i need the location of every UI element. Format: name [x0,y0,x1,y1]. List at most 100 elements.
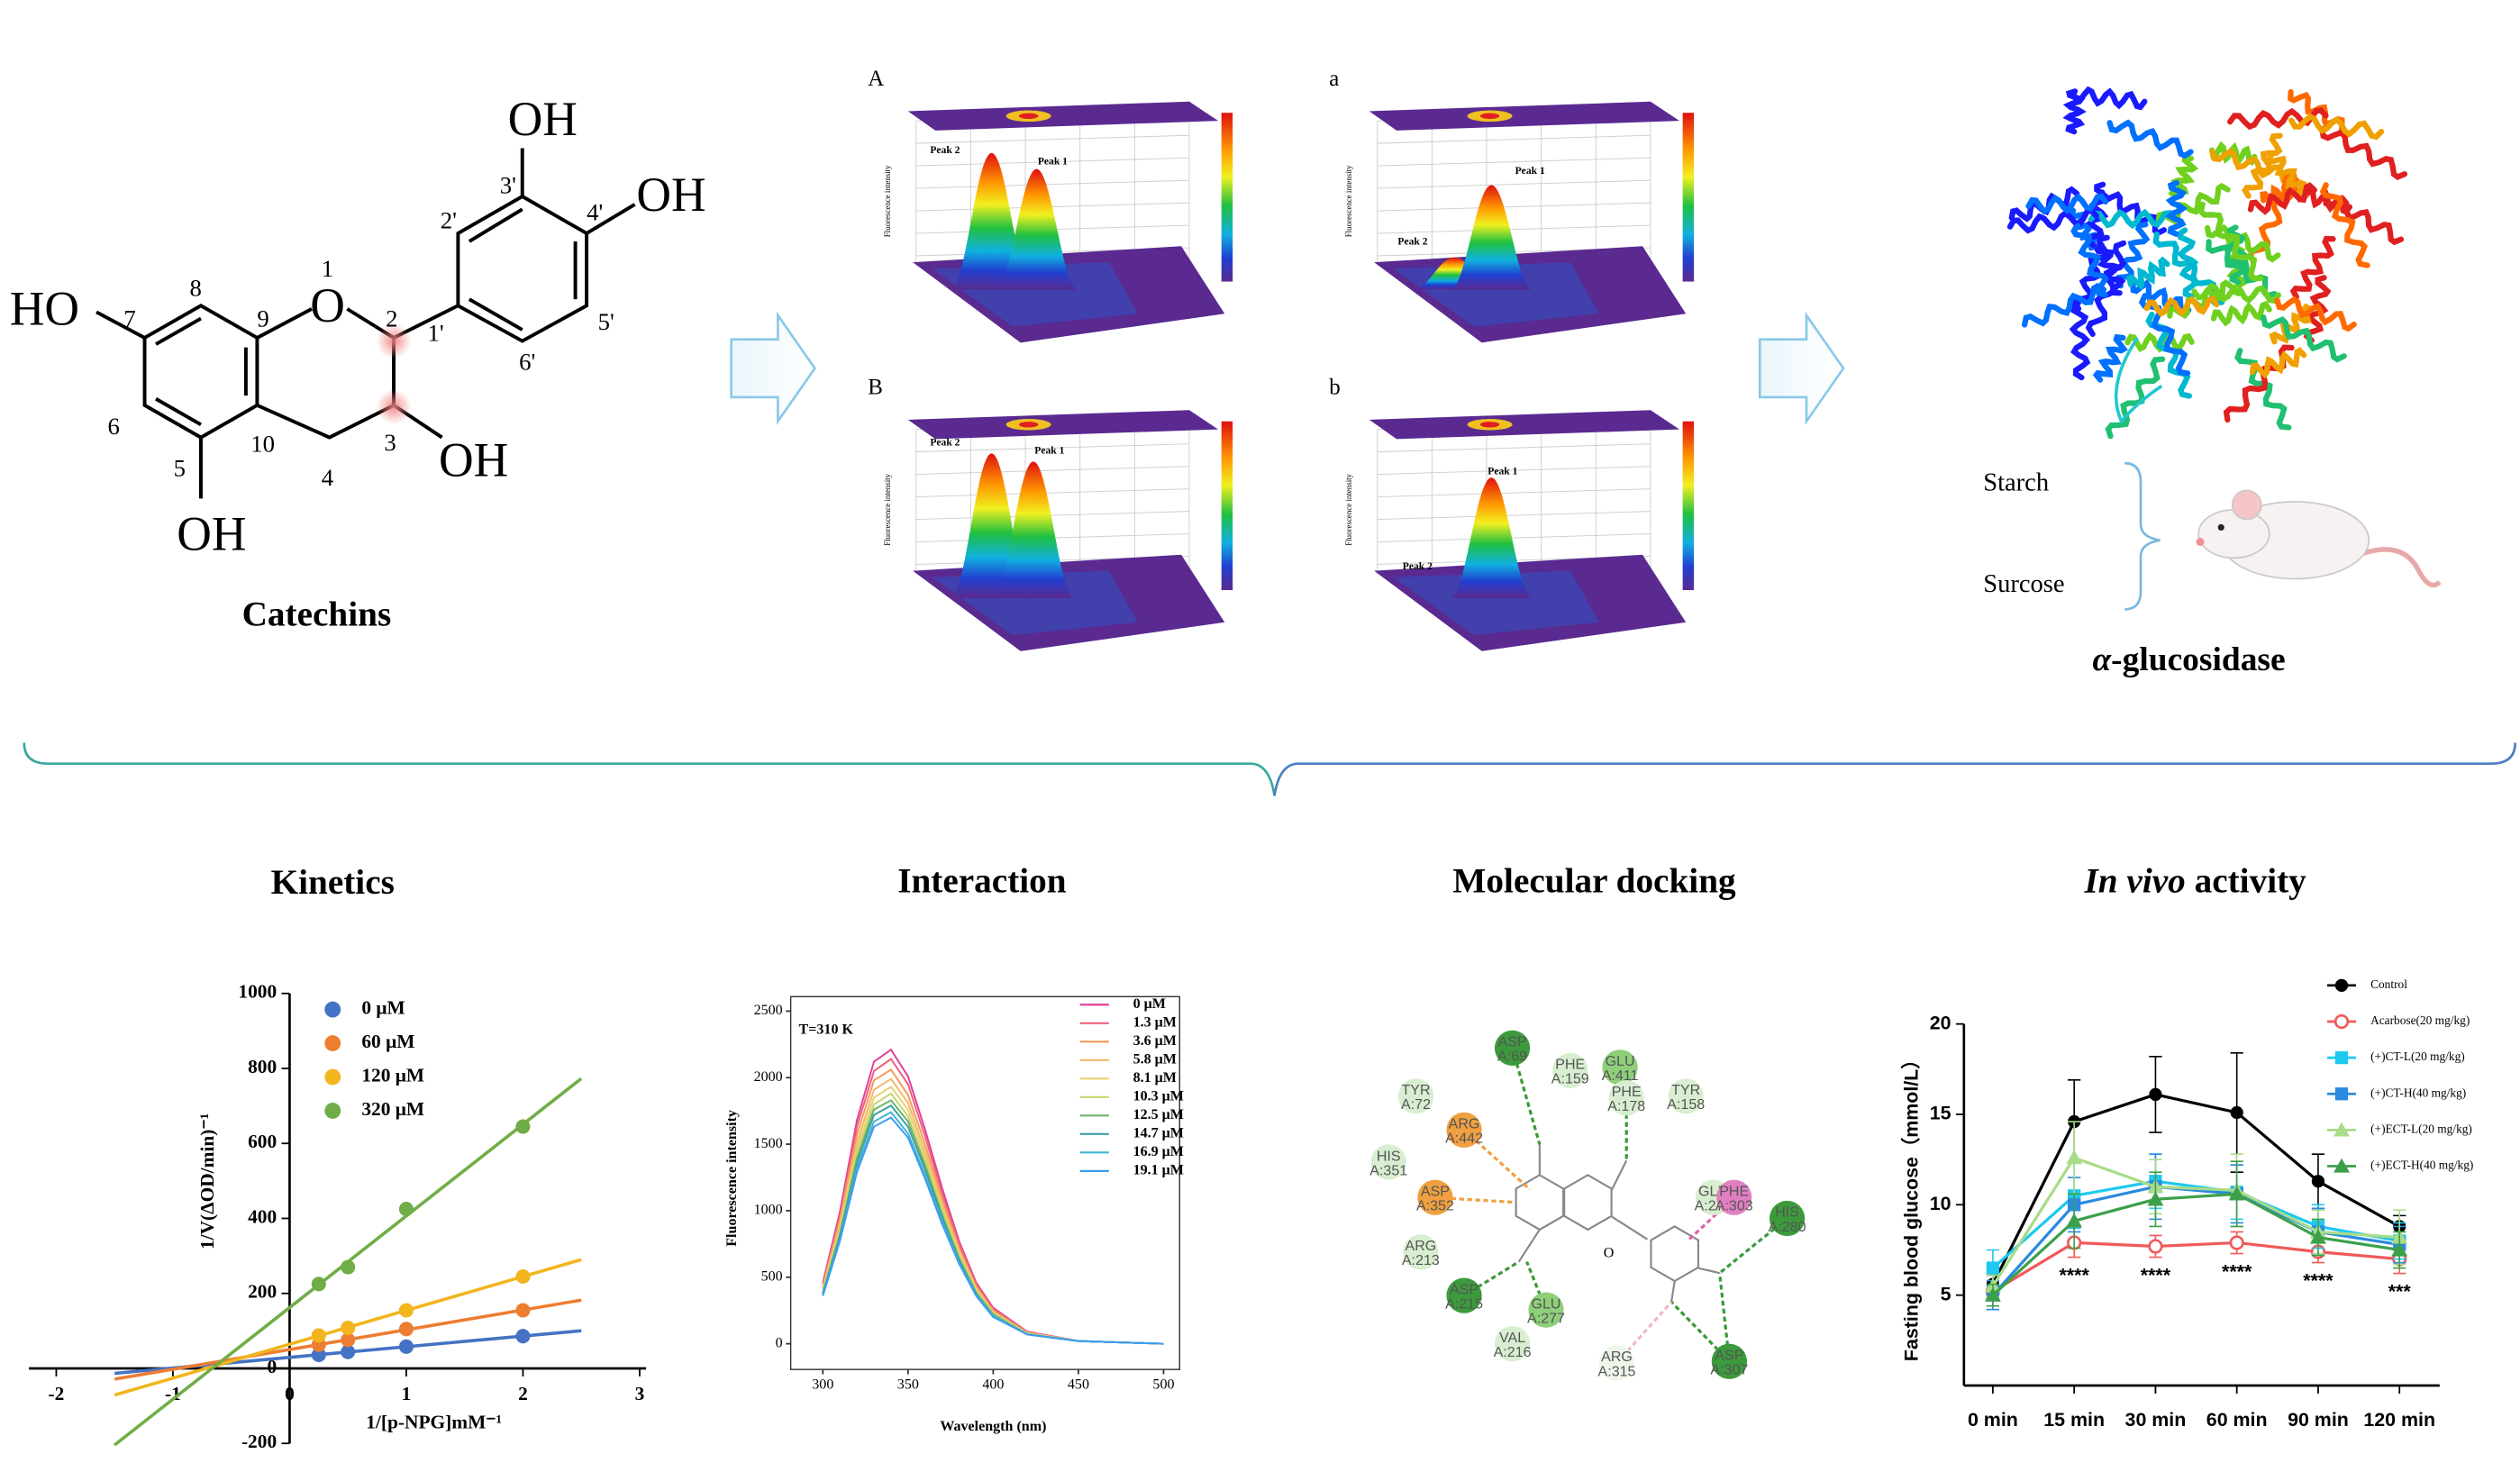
residue [1769,1200,1806,1237]
protein-structure [2006,86,2408,440]
residue [1602,1050,1638,1086]
bond [1517,1144,1720,1303]
residue [1598,1345,1635,1381]
data-point [515,1119,531,1134]
legend-marker [324,1103,341,1119]
ring [1563,1174,1613,1231]
atom-number: 1 [322,255,333,282]
residue-name: ARG [1405,1238,1436,1254]
y-tick-label: 10 [1930,1193,1951,1214]
residue [1397,1078,1434,1114]
top-plane [1369,410,1680,440]
data-point [515,1329,531,1344]
residue-chain: A:280 [1769,1219,1806,1235]
legend-label: (+)CT-L(20 mg/kg) [2370,1050,2465,1063]
peak [995,168,1078,290]
annotation: T=310 K [799,1022,854,1037]
x-tick-label: 300 [812,1377,833,1393]
wall-grid [915,466,1190,476]
data-point [2311,1175,2325,1188]
y-tick-label: 5 [1941,1283,1951,1304]
ring [1650,1225,1700,1283]
protein-helix [2197,201,2264,282]
x-tick-label: 2 [518,1383,528,1404]
atom-label: O [310,278,345,332]
residue-chain: A:213 [1402,1252,1440,1268]
fluorescence-3d-panel: a Peak 2 Peak 1 Fluorescence intensity [1329,67,1695,343]
interaction-line [1615,1301,1673,1365]
peak-label: Peak 1 [1487,466,1517,477]
fluorescence-3d-panel: B Peak 2 Peak 1 Fluorescence intensity [868,375,1233,651]
arrow [730,311,817,425]
series-line [1991,1093,2400,1286]
legend-label: (+)ECT-H(40 mg/kg) [2370,1159,2473,1172]
legend-marker [2334,1013,2350,1030]
data-point [2066,1213,2083,1228]
protein-helix [2319,182,2370,268]
residue-name: ARG [1449,1116,1480,1132]
residue [1494,1030,1531,1067]
x-tick-label: 3 [635,1383,645,1404]
series-line [1991,1192,2400,1296]
spectrum-line [822,1092,1164,1345]
atom-number: 8 [189,275,201,302]
spectrum-line [822,1086,1164,1345]
peak-label: Peak 2 [1397,236,1427,248]
y-tick-label: 1500 [754,1136,783,1151]
residue-name: ASP [1497,1034,1526,1050]
atom-label: OH [508,92,578,146]
section-title: In vivo activity [2084,861,2307,900]
wall-grid [1377,202,1651,212]
atom-label: O [1604,1245,1615,1260]
fluorescence-3d-panel: A Peak 2 Peak 1 Fluorescence intensity [868,67,1233,343]
data-point [311,1328,326,1343]
y-tick-label: 2000 [754,1069,783,1085]
residue-name: VAL [1499,1330,1525,1346]
atom-number: 5' [598,308,614,335]
protein-helix [2126,256,2170,290]
x-tick-label: 1 [402,1383,412,1404]
data-point [515,1268,531,1285]
protein-helix [2210,300,2272,327]
y-axis-title: Fasting blood glucose（mmol/L） [1900,1050,1922,1361]
x-axis-title: 1/[p-NPG]mM⁻¹ [366,1412,502,1433]
residue-name: ASP [1715,1347,1743,1363]
highlight [376,389,412,425]
residue [1608,1080,1644,1116]
arrow [1758,311,1845,425]
residue-name: ASP [1421,1184,1450,1200]
data-point [2310,1229,2326,1244]
protein-helix [2247,182,2317,215]
peak-label: Peak 1 [1038,155,1068,167]
section-rest: activity [2186,861,2306,900]
data-point [2147,1191,2164,1206]
protein-helix [2319,125,2408,180]
top-blob [1479,113,1500,120]
panel-label: A [868,67,884,91]
wall-grid [1377,157,1651,167]
protein-helix [2106,119,2194,159]
series-line [1992,1240,2400,1294]
protein-helix [2165,179,2188,237]
protein-helix [2025,193,2109,215]
atom-number: 6 [108,413,120,440]
x-tick-label: -1 [165,1383,181,1404]
residue-name: ASP [1450,1281,1478,1297]
protein-helix [2069,299,2091,381]
residue [1552,1052,1588,1089]
y-tick-label: 0 [776,1335,783,1350]
plot-frame [789,995,1181,1370]
atom-label: OH [636,168,705,222]
residue-chain: A:315 [1598,1363,1636,1379]
protein-loop [2114,336,2163,425]
legend-label: Control [2370,977,2407,991]
y-tick-label: 800 [248,1056,277,1077]
residue-name: ARG [1601,1349,1633,1365]
top-blob [1018,422,1039,428]
legend-marker [324,1068,341,1086]
atom-number: 10 [250,431,275,458]
y-tick-label: 0 [267,1356,277,1377]
spectrum-line [822,1077,1164,1345]
y-tick-label: 600 [248,1131,277,1152]
interaction-line [1718,1272,1731,1362]
